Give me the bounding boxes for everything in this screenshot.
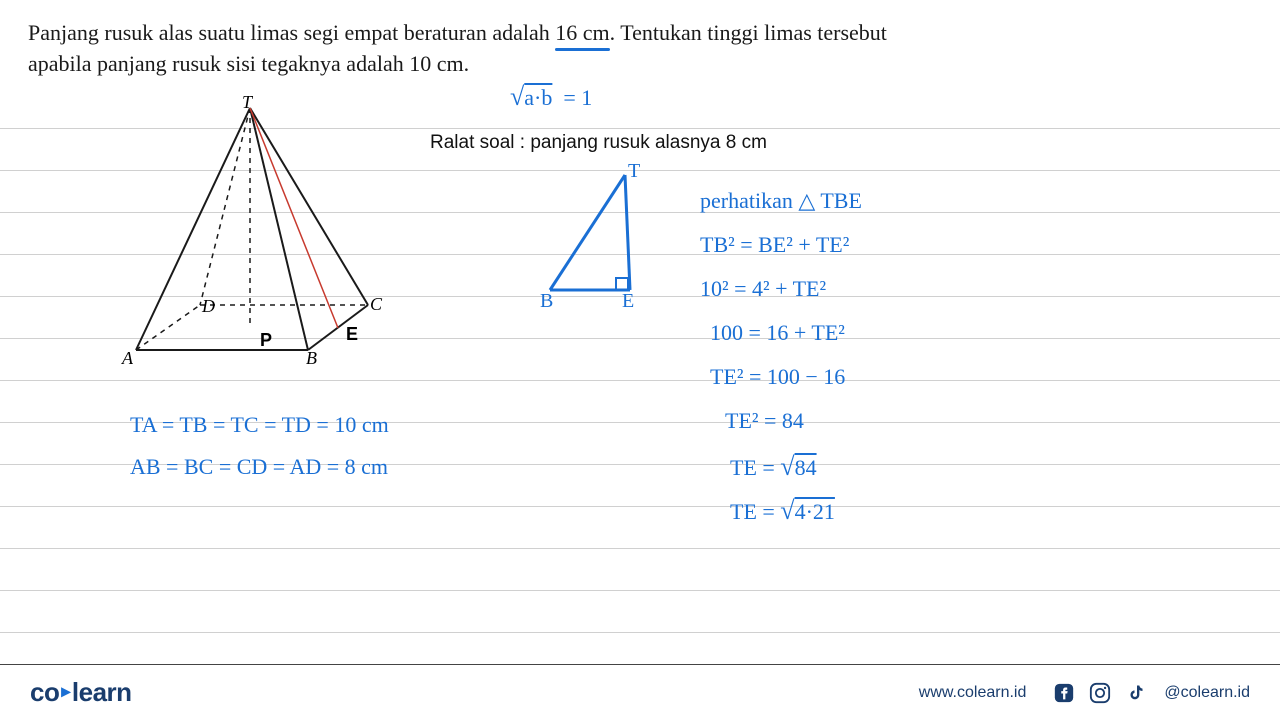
tiktok-icon <box>1124 681 1148 705</box>
hand-eq2: AB = BC = CD = AD = 8 cm <box>130 454 388 480</box>
hand-r2: 10² = 4² + TE² <box>700 276 826 302</box>
hand-r0: perhatikan △ TBE <box>700 188 862 214</box>
hand-r6: TE = √84 <box>730 452 817 482</box>
pyramid-label-A: A <box>122 348 133 369</box>
facebook-icon <box>1052 681 1076 705</box>
logo-post: learn <box>72 677 132 708</box>
pyramid-label-P: P <box>260 330 272 351</box>
pyramid-label-E: E <box>346 324 358 345</box>
question-underlined: 16 cm <box>555 18 609 49</box>
instagram-icon <box>1088 681 1112 705</box>
hand-eq1: TA = TB = TC = TD = 10 cm <box>130 412 389 438</box>
pyramid-diagram: T A B C D P E <box>90 90 390 390</box>
footer-url: www.colearn.id <box>919 684 1027 702</box>
hand-r4: TE² = 100 − 16 <box>710 364 845 390</box>
question-line2: apabila panjang rusuk sisi tegaknya adal… <box>28 51 469 76</box>
pyramid-label-B: B <box>306 348 317 369</box>
pyramid-label-D: D <box>202 296 215 317</box>
hand-r5: TE² = 84 <box>725 408 804 434</box>
footer: co ▸ learn www.colearn.id @colearn.id <box>0 664 1280 720</box>
triangle-label-B: B <box>540 290 553 313</box>
triangle-label-T: T <box>628 160 640 183</box>
logo: co ▸ learn <box>30 677 132 708</box>
question-text: Panjang rusuk alas suatu limas segi empa… <box>28 18 1248 80</box>
triangle-diagram: T B E <box>520 160 670 310</box>
hand-r7: TE = √4·21 <box>730 496 835 526</box>
hand-r1: TB² = BE² + TE² <box>700 232 849 258</box>
question-line1-post: . Tentukan tinggi limas tersebut <box>610 20 887 45</box>
pyramid-label-C: C <box>370 294 382 315</box>
logo-pre: co <box>30 677 59 708</box>
question-line1-pre: Panjang rusuk alas suatu limas segi empa… <box>28 20 555 45</box>
ralat-text: Ralat soal : panjang rusuk alasnya 8 cm <box>430 132 767 154</box>
footer-handle: @colearn.id <box>1164 684 1250 702</box>
hand-r3: 100 = 16 + TE² <box>710 320 845 346</box>
footer-right: www.colearn.id @colearn.id <box>919 681 1250 705</box>
triangle-label-E: E <box>622 290 634 313</box>
